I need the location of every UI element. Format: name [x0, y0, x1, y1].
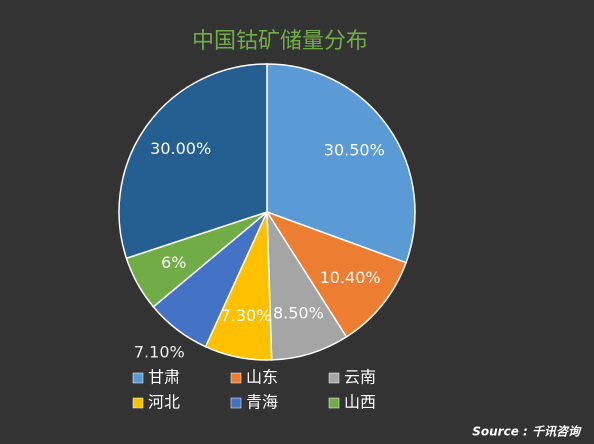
- legend-label: 青海: [246, 393, 278, 412]
- data-label: 7.10%: [134, 343, 185, 362]
- legend-swatch: [230, 372, 242, 384]
- data-label: 8.50%: [273, 303, 324, 322]
- legend-label: 河北: [148, 393, 180, 412]
- source: Source : 千讯咨询: [472, 425, 582, 439]
- legend-label: 山西: [344, 393, 376, 412]
- legend-label: 甘肃: [148, 368, 180, 387]
- pie-slice: [266, 63, 416, 264]
- legend-swatch: [132, 372, 144, 384]
- data-label: 30.50%: [324, 140, 385, 159]
- legend-swatch: [328, 372, 340, 384]
- data-label: 30.00%: [150, 139, 211, 158]
- legend-label: 山东: [246, 368, 278, 387]
- data-label: 10.40%: [320, 268, 381, 287]
- data-label: 6%: [161, 253, 186, 272]
- pie-slice: [118, 63, 268, 260]
- legend-swatch: [328, 397, 340, 409]
- legend-swatch: [132, 397, 144, 409]
- data-label: 7.30%: [221, 306, 272, 325]
- legend-swatch: [230, 397, 242, 409]
- chart-title: 中国钴矿储量分布: [192, 29, 368, 54]
- pie-slice: [265, 210, 408, 338]
- legend-label: 云南: [344, 368, 376, 387]
